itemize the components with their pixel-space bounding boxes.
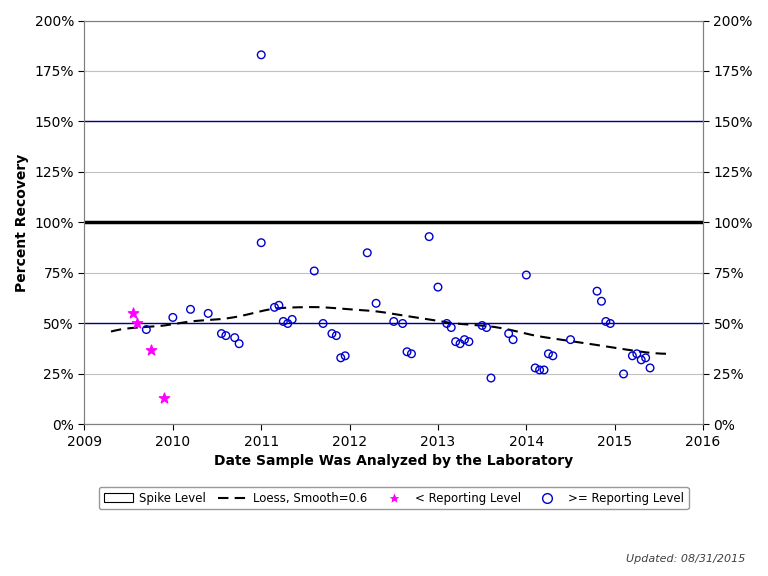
- Point: [507, 335, 519, 344]
- Point: [255, 238, 267, 247]
- Point: [158, 393, 170, 403]
- X-axis label: Date Sample Was Analyzed by the Laboratory: Date Sample Was Analyzed by the Laborato…: [214, 454, 574, 468]
- Point: [529, 363, 541, 373]
- Point: [370, 299, 382, 308]
- Point: [184, 305, 197, 314]
- Point: [520, 270, 532, 279]
- Point: [388, 317, 400, 326]
- Point: [564, 335, 577, 344]
- Point: [617, 369, 630, 378]
- Point: [635, 355, 647, 365]
- Point: [542, 349, 554, 358]
- Point: [255, 50, 267, 59]
- Point: [282, 319, 294, 328]
- Point: [445, 323, 458, 332]
- Point: [604, 319, 617, 328]
- Point: [485, 373, 497, 382]
- Point: [273, 301, 285, 310]
- Legend: Spike Level, Loess, Smooth=0.6, < Reporting Level, >= Reporting Level: Spike Level, Loess, Smooth=0.6, < Report…: [99, 487, 689, 509]
- Point: [220, 331, 232, 340]
- Point: [141, 325, 153, 334]
- Point: [215, 329, 227, 338]
- Point: [591, 286, 603, 295]
- Point: [268, 303, 280, 312]
- Point: [423, 232, 435, 241]
- Point: [308, 266, 320, 275]
- Point: [458, 335, 471, 344]
- Point: [167, 313, 179, 322]
- Point: [502, 329, 515, 338]
- Point: [547, 351, 559, 361]
- Y-axis label: Percent Recovery: Percent Recovery: [15, 153, 29, 291]
- Point: [538, 365, 550, 374]
- Point: [335, 353, 347, 362]
- Point: [361, 248, 373, 257]
- Point: [330, 331, 343, 340]
- Point: [534, 365, 546, 374]
- Point: [277, 317, 290, 326]
- Point: [595, 297, 607, 306]
- Point: [202, 309, 214, 318]
- Point: [463, 337, 475, 346]
- Point: [600, 317, 612, 326]
- Point: [454, 339, 466, 348]
- Point: [339, 351, 351, 361]
- Point: [644, 363, 656, 373]
- Point: [127, 309, 139, 318]
- Point: [396, 319, 409, 328]
- Point: [144, 345, 157, 354]
- Point: [401, 347, 413, 357]
- Point: [326, 329, 338, 338]
- Point: [317, 319, 329, 328]
- Point: [441, 319, 453, 328]
- Point: [406, 349, 418, 358]
- Point: [476, 321, 488, 330]
- Point: [432, 282, 444, 291]
- Point: [631, 349, 643, 358]
- Text: Updated: 08/31/2015: Updated: 08/31/2015: [626, 555, 745, 564]
- Point: [481, 323, 493, 332]
- Point: [626, 351, 638, 361]
- Point: [131, 319, 144, 328]
- Point: [286, 315, 298, 324]
- Point: [229, 333, 241, 342]
- Point: [640, 353, 652, 362]
- Point: [233, 339, 245, 348]
- Point: [449, 337, 462, 346]
